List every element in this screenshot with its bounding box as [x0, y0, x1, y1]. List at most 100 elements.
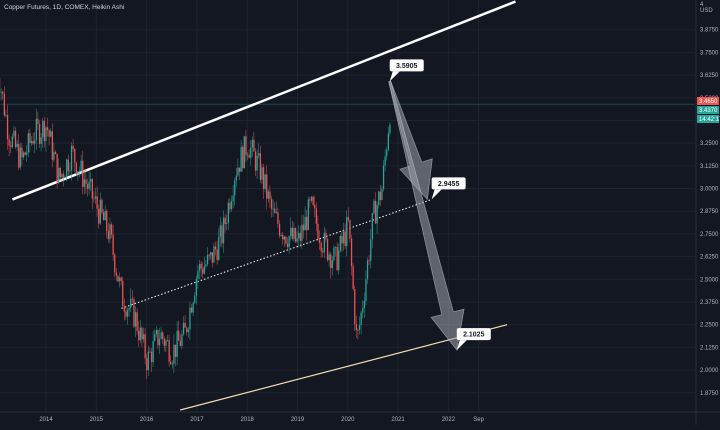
candle-body [127, 310, 128, 317]
candle-body [249, 155, 250, 158]
candle-body [247, 155, 248, 156]
candle-body [193, 303, 194, 313]
candle-body [287, 244, 288, 248]
candle-body [265, 174, 266, 189]
candle-body [172, 364, 173, 365]
candle-body [21, 148, 22, 158]
candle-body [137, 312, 138, 331]
candle-body [244, 136, 245, 168]
candle-body [359, 325, 360, 330]
candle-body [12, 136, 13, 147]
candle-body [165, 341, 166, 346]
candle-body [133, 299, 134, 326]
candle-body [241, 147, 242, 172]
candle-body [129, 308, 130, 310]
candle-body [383, 166, 384, 189]
candle-body [7, 115, 8, 139]
y-tick-label: 3.7500 [700, 50, 719, 56]
candle-body [276, 212, 277, 213]
candle-body [257, 156, 258, 171]
candle-body [55, 152, 56, 154]
candle-body [45, 127, 46, 141]
candle-body [74, 149, 75, 163]
candle-body [316, 208, 317, 223]
candle-body [65, 177, 66, 178]
candle-body [20, 148, 21, 168]
candle-body [162, 332, 163, 339]
candle-body [197, 271, 198, 279]
candle-body [63, 174, 64, 178]
x-tick-label: 2022 [442, 417, 456, 423]
candle-body [349, 220, 350, 239]
candle-body [357, 330, 358, 331]
candle-body [338, 251, 339, 270]
candle-body [311, 197, 312, 201]
candle-body [101, 200, 102, 213]
candle-body [263, 167, 264, 189]
candle-body [293, 228, 294, 239]
candle-body [157, 330, 158, 345]
x-tick-label: 2017 [190, 417, 204, 423]
x-tick-label: 2020 [341, 417, 355, 423]
candle-body [13, 131, 14, 137]
candle-body [356, 324, 357, 330]
candle-body [98, 209, 99, 224]
candle-body [57, 154, 58, 183]
candle-body [325, 233, 326, 239]
candle-body [364, 301, 365, 308]
candle-body [44, 121, 45, 141]
candle-body [173, 345, 174, 364]
candle-body [66, 160, 67, 178]
candle-body [273, 209, 274, 210]
candle-body [213, 246, 214, 262]
candle-body [36, 119, 37, 140]
candle-body [332, 260, 333, 268]
candle-body [95, 196, 96, 198]
candle-body [239, 168, 240, 172]
candle-body [116, 272, 117, 275]
candle-body [9, 139, 10, 145]
candle-body [18, 144, 19, 168]
candle-body [141, 328, 142, 340]
candle-body [375, 201, 376, 224]
candle-body [53, 152, 54, 160]
candle-body [207, 255, 208, 264]
candle-body [261, 167, 262, 179]
candle-body [373, 201, 374, 213]
candle-body [183, 323, 184, 335]
candle-body [159, 339, 160, 345]
candle-body [370, 239, 371, 260]
candle-body [121, 278, 122, 281]
candle-body [28, 133, 29, 152]
candle-body [277, 212, 278, 224]
currency-label: USD [700, 8, 713, 14]
candle-body [281, 235, 282, 236]
candle-body [37, 119, 38, 124]
candle-body [10, 146, 11, 147]
candle-body [372, 213, 373, 239]
candle-body [314, 205, 315, 208]
candle-body [25, 152, 26, 154]
candle-body [58, 168, 59, 183]
candle-body [103, 212, 104, 220]
candle-body [324, 233, 325, 253]
candle-body [122, 281, 123, 306]
candle-body [188, 330, 189, 333]
candle-body [319, 239, 320, 243]
candle-body [76, 163, 77, 174]
candle-body [386, 150, 387, 157]
candle-body [285, 237, 286, 244]
candle-body [220, 225, 221, 236]
candle-body [199, 264, 200, 271]
candle-body [189, 308, 190, 330]
candle-body [309, 199, 310, 200]
candle-body [87, 184, 88, 189]
candle-body [361, 313, 362, 325]
candle-body [385, 156, 386, 165]
x-tick-label: Sep [473, 417, 484, 423]
candle-body [212, 252, 213, 262]
candle-body [321, 243, 322, 251]
candle-body [167, 340, 168, 341]
